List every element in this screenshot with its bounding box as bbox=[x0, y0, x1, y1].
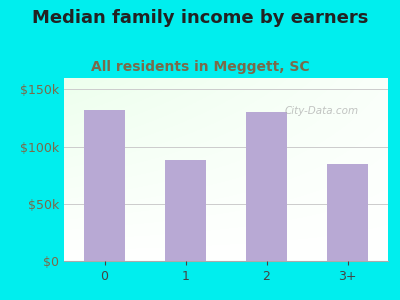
Bar bbox=[327, 164, 368, 261]
Text: All residents in Meggett, SC: All residents in Meggett, SC bbox=[91, 60, 309, 74]
Bar bbox=[165, 160, 206, 261]
Text: City-Data.com: City-Data.com bbox=[284, 106, 358, 116]
Bar bbox=[84, 110, 125, 261]
Bar bbox=[246, 112, 287, 261]
Text: Median family income by earners: Median family income by earners bbox=[32, 9, 368, 27]
